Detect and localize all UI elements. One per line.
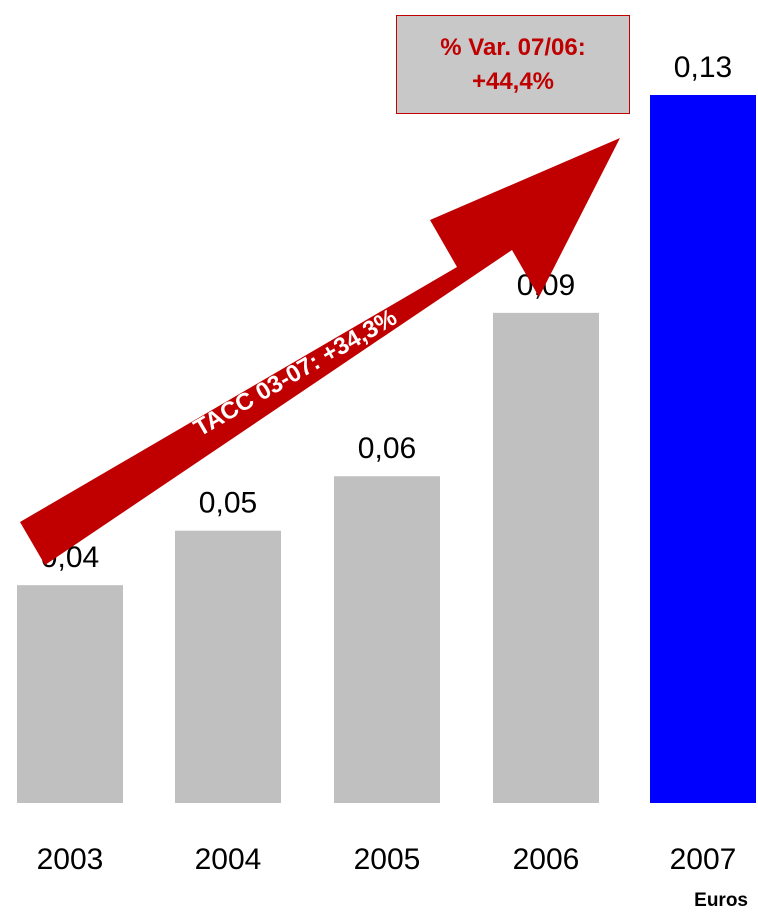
- bar-2003: [17, 585, 123, 803]
- value-labels-group: 0,040,050,060,090,13: [41, 51, 732, 574]
- yoy-variation-label: % Var. 07/06:: [440, 33, 586, 61]
- bar-2007: [650, 95, 756, 803]
- value-label-2007: 0,13: [674, 51, 732, 84]
- cagr-annotation: TACC 03-07: +34,3%: [189, 304, 401, 442]
- x-tick-2005: 2005: [354, 843, 421, 876]
- bar-2005: [334, 476, 440, 803]
- value-label-2004: 0,05: [199, 487, 257, 520]
- bar-2004: [175, 530, 281, 803]
- bars-group: [17, 95, 756, 803]
- value-label-2005: 0,06: [358, 432, 416, 465]
- x-tick-2003: 2003: [37, 843, 104, 876]
- tick-labels-group: 2003 2004 2005 2006 2007: [37, 843, 737, 876]
- unit-label: Euros: [694, 890, 748, 911]
- x-tick-2004: 2004: [195, 843, 262, 876]
- x-tick-2007: 2007: [670, 843, 737, 876]
- x-tick-2006: 2006: [513, 843, 580, 876]
- bar-2006: [493, 312, 599, 803]
- growth-arrow-shape: [20, 138, 620, 565]
- yoy-variation-value: +44,4%: [471, 67, 555, 95]
- yoy-variation-box: % Var. 07/06: +44,4%: [396, 15, 630, 114]
